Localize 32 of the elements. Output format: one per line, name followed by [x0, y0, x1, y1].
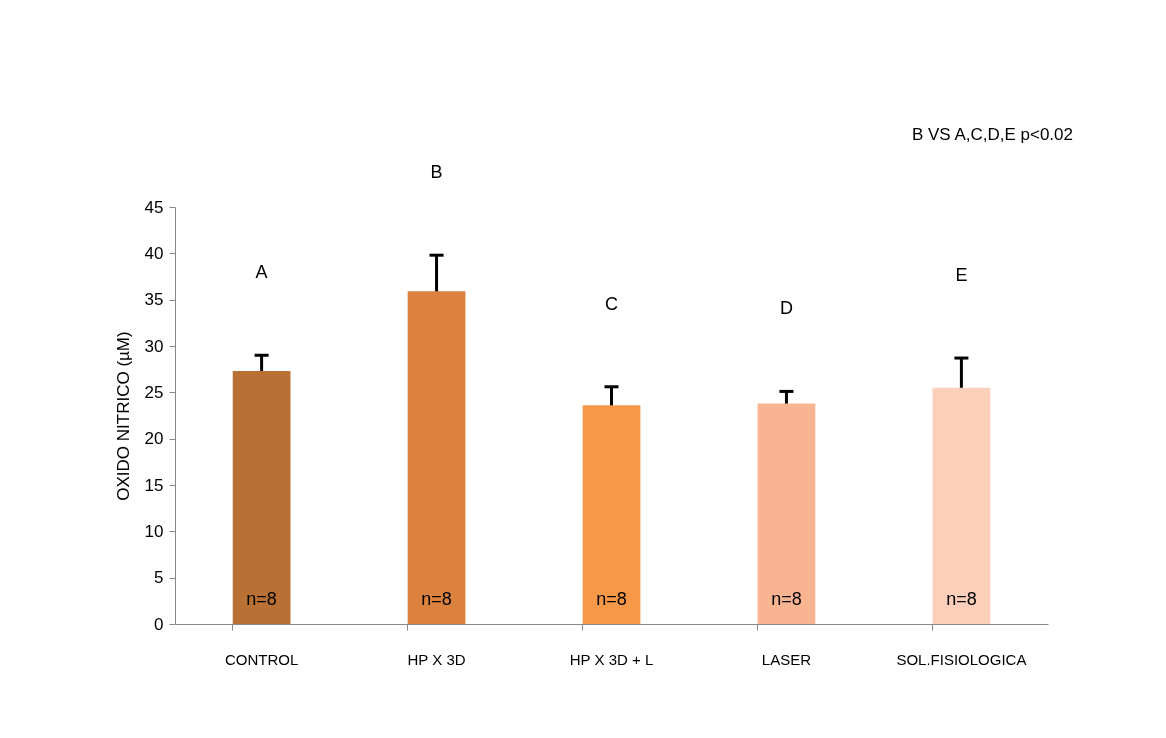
- annotation: n=8: [421, 589, 452, 609]
- x-tick-label: SOL.FISIOLOGICA: [896, 650, 1027, 668]
- y-tick-label: 20: [144, 429, 164, 449]
- annotation: n=8: [596, 589, 627, 609]
- annotation: n=8: [946, 589, 977, 609]
- x-tick-label: LASER: [761, 650, 812, 668]
- bar: [757, 403, 816, 624]
- y-tick-label: 30: [144, 336, 164, 356]
- y-tick-label: 5: [154, 568, 164, 588]
- x-tick-label: HP X 3D + L: [569, 650, 654, 668]
- y-axis-title: OXIDO NITRICO (µM): [113, 331, 133, 501]
- annotation: n=8: [246, 589, 277, 609]
- bar: [407, 291, 466, 624]
- y-tick-label: 45: [144, 197, 164, 217]
- annotation: D: [779, 298, 793, 319]
- y-tick-label: 0: [154, 614, 164, 634]
- annotation: C: [605, 293, 618, 314]
- y-tick-label: 25: [144, 382, 164, 402]
- text: B VS A,C,D,E p<0.02: [911, 125, 1073, 144]
- y-tick-label: 40: [144, 243, 164, 263]
- bar: [232, 371, 291, 624]
- text: B: [430, 162, 443, 183]
- y-tick-label: 10: [144, 521, 164, 541]
- annotation: n=8: [771, 589, 802, 609]
- annotation: E: [955, 265, 968, 286]
- x-tick-label: HP X 3D: [407, 650, 466, 668]
- bar: [932, 387, 991, 624]
- bar: [582, 405, 641, 624]
- annotation: A: [255, 262, 268, 283]
- y-tick-label: 35: [144, 290, 164, 310]
- y-tick-label: 15: [144, 475, 164, 495]
- x-tick-label: CONTROL: [224, 650, 299, 668]
